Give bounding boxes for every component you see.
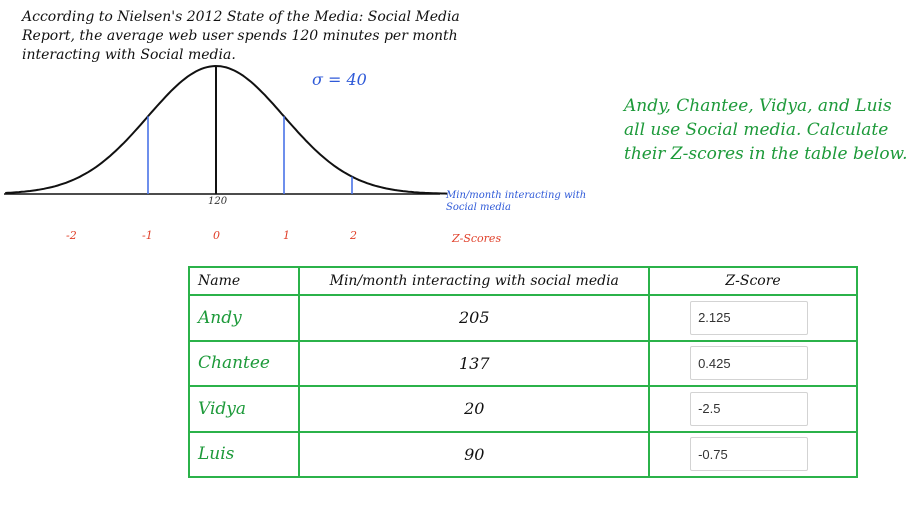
- intro-text: According to Nielsen's 2012 State of the…: [22, 9, 460, 63]
- row-name-chantee: Chantee: [187, 339, 301, 387]
- z-label-neg1: -1: [142, 229, 153, 242]
- normal-curve-chart: [4, 64, 448, 195]
- row-zscore-cell-chantee: [648, 339, 858, 387]
- row-zscore-cell-vidya: [648, 385, 858, 433]
- zscore-input-andy[interactable]: [690, 300, 809, 335]
- row-minutes-andy: 205: [298, 294, 651, 342]
- zscore-table: Name Min/month interacting with social m…: [187, 266, 858, 478]
- zscore-input-chantee[interactable]: [690, 346, 809, 381]
- sigma-label: σ = 40: [312, 70, 367, 89]
- row-minutes-chantee: 137: [298, 339, 651, 387]
- header-zscore: Z-Score: [648, 266, 858, 296]
- row-name-andy: Andy: [187, 294, 301, 342]
- z-label-neg2: -2: [66, 229, 77, 242]
- z-label-0: 0: [213, 229, 220, 242]
- row-name-luis: Luis: [187, 430, 301, 478]
- row-minutes-luis: 90: [298, 430, 651, 478]
- zscore-input-vidya[interactable]: [690, 391, 809, 426]
- normal-curve: [5, 64, 448, 195]
- table-row: Chantee 137: [187, 339, 858, 387]
- row-minutes-vidya: 20: [298, 385, 651, 433]
- z-label-2: 2: [350, 229, 357, 242]
- table-header-row: Name Min/month interacting with social m…: [187, 266, 858, 296]
- z-axis-title: Z-Scores: [452, 232, 502, 245]
- table-row: Vidya 20: [187, 385, 858, 433]
- instructions-text: Andy, Chantee, Vidya, and Luis all use S…: [624, 96, 908, 164]
- row-zscore-cell-luis: [648, 430, 858, 478]
- zscore-table-container: Name Min/month interacting with social m…: [187, 266, 858, 478]
- x-tick-label-mean: 120: [208, 196, 228, 207]
- row-name-vidya: Vidya: [187, 385, 301, 433]
- row-zscore-cell-andy: [648, 294, 858, 342]
- table-row: Andy 205: [187, 294, 858, 342]
- x-axis-title: Min/month interacting with Social media: [446, 190, 587, 213]
- header-name: Name: [187, 266, 301, 296]
- header-minutes: Min/month interacting with social media: [298, 266, 651, 296]
- zscore-input-luis[interactable]: [690, 437, 809, 472]
- z-label-1: 1: [283, 229, 290, 242]
- table-row: Luis 90: [187, 430, 858, 478]
